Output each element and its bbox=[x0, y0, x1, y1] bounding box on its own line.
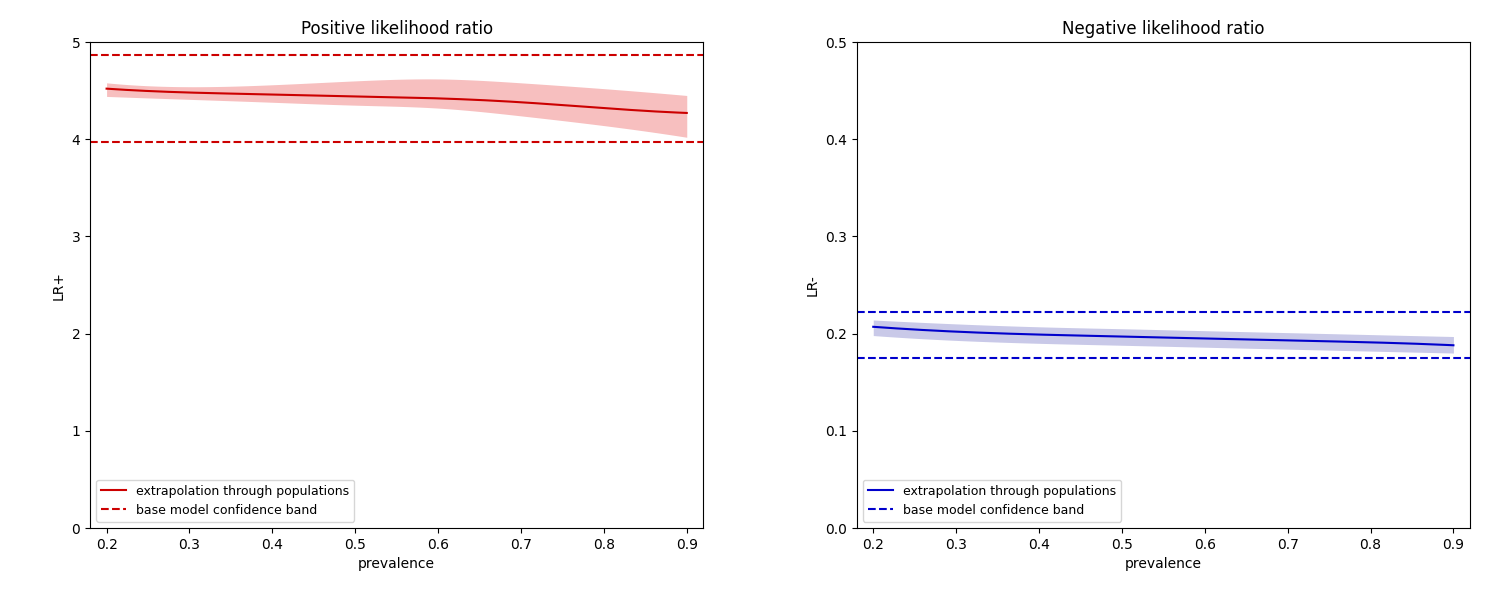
Line: extrapolation through populations: extrapolation through populations bbox=[873, 327, 1454, 345]
extrapolation through populations bbox=[98, 85, 116, 92]
extrapolation through populations bbox=[441, 95, 459, 103]
Y-axis label: LR-: LR- bbox=[806, 274, 819, 296]
extrapolation through populations bbox=[1353, 338, 1371, 346]
extrapolation through populations bbox=[1220, 335, 1238, 343]
extrapolation through populations bbox=[99, 85, 117, 92]
extrapolation through populations bbox=[1390, 340, 1408, 347]
Title: Negative likelihood ratio: Negative likelihood ratio bbox=[1062, 20, 1264, 38]
extrapolation through populations bbox=[678, 109, 696, 116]
extrapolation through populations bbox=[453, 95, 471, 103]
Line: extrapolation through populations: extrapolation through populations bbox=[106, 89, 687, 113]
extrapolation through populations bbox=[865, 323, 883, 331]
extrapolation through populations bbox=[1444, 341, 1462, 349]
extrapolation through populations bbox=[586, 104, 604, 111]
Y-axis label: LR+: LR+ bbox=[53, 271, 66, 299]
extrapolation through populations bbox=[442, 95, 460, 103]
extrapolation through populations bbox=[1209, 335, 1227, 343]
Legend: extrapolation through populations, base model confidence band: extrapolation through populations, base … bbox=[96, 479, 354, 522]
Title: Positive likelihood ratio: Positive likelihood ratio bbox=[300, 20, 492, 38]
extrapolation through populations bbox=[624, 106, 642, 113]
extrapolation through populations bbox=[864, 323, 882, 331]
X-axis label: prevalence: prevalence bbox=[358, 557, 435, 571]
extrapolation through populations bbox=[1208, 335, 1225, 343]
X-axis label: prevalence: prevalence bbox=[1125, 557, 1202, 571]
Legend: extrapolation through populations, base model confidence band: extrapolation through populations, base … bbox=[862, 479, 1120, 522]
